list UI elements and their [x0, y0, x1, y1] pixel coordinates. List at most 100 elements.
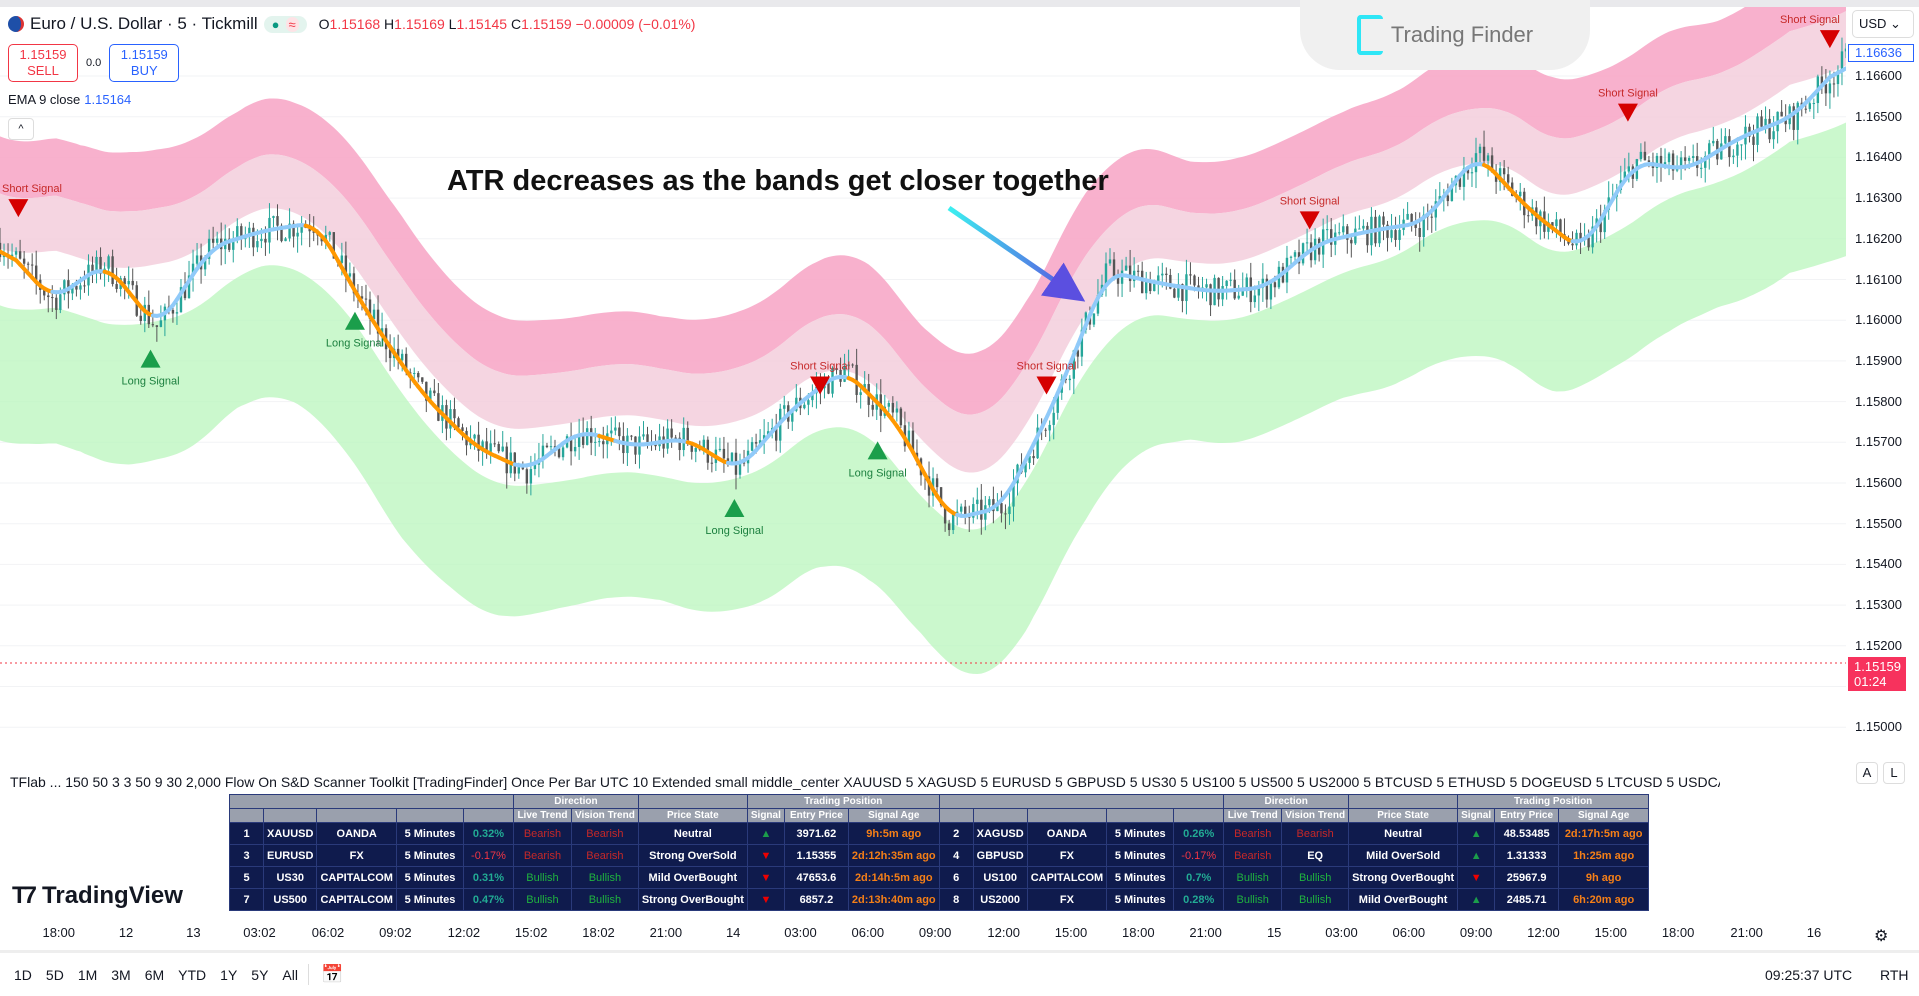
symbol: EURUSD — [262, 844, 318, 867]
price-chart[interactable]: Short Signal Long Signal Long Signal Long S… — [0, 7, 1846, 772]
time-axis[interactable]: 18:00 12 13 03:02 06:02 09:02 12:02 15:02 18:02 2… — [0, 925, 1919, 947]
range-1y[interactable]: 1Y — [220, 967, 238, 983]
trading-position-group: Trading Position — [746, 794, 940, 809]
auto-scale-button[interactable]: A — [1856, 762, 1878, 784]
candle-body — [131, 280, 134, 286]
time-axis-label: 18:00 — [1661, 925, 1695, 940]
range-all[interactable]: All — [282, 967, 298, 983]
market-status[interactable]: ● ≈ — [263, 15, 307, 33]
range-ytd[interactable]: YTD — [178, 967, 207, 983]
candle-body — [473, 434, 476, 439]
candle-body — [1667, 153, 1671, 163]
log-scale-button[interactable]: L — [1883, 762, 1905, 784]
candle-body — [75, 285, 78, 290]
price-axis-label: 1.16200 — [1855, 230, 1902, 246]
candle-body — [1406, 213, 1409, 220]
candle-body — [1149, 279, 1152, 292]
candle-body — [1390, 230, 1393, 238]
candle-body — [1209, 284, 1212, 306]
candle-body — [1157, 275, 1160, 282]
ema-legend[interactable]: EMA 9 close 1.15164 — [8, 92, 131, 107]
table-row[interactable]: 1 XAUUSD OANDA 5 Minutes 0.32% Bearish Bearish… — [229, 822, 1650, 845]
candle-body — [851, 364, 854, 366]
time-axis-label: 15 — [1266, 925, 1282, 940]
candle-body — [594, 441, 597, 443]
go-to-date-calendar-icon[interactable]: 📅 — [308, 964, 343, 985]
long-signal-label: Long Signal — [849, 467, 907, 479]
candle-body — [1591, 226, 1594, 248]
symbol-title[interactable]: Euro / U.S. Dollar · 5 · Tickmill — [30, 14, 258, 33]
table-row[interactable]: 3 EURUSD FX 5 Minutes -0.17% Bearish Bearish St… — [229, 844, 1650, 867]
candle-body — [1205, 284, 1208, 288]
buy-button[interactable]: 1.15159 BUY — [109, 44, 180, 82]
collapse-legend-button[interactable]: ^ — [8, 118, 34, 140]
settings-gear-icon[interactable]: ⚙ — [1874, 928, 1889, 945]
candle-body — [1792, 106, 1795, 130]
candle-body — [541, 445, 545, 459]
sell-label: SELL — [27, 63, 59, 78]
range-1m[interactable]: 1M — [77, 967, 98, 983]
candle-body — [1064, 378, 1067, 381]
candle-body — [1189, 274, 1192, 276]
trading-finder-watermark: Trading Finder — [1300, 0, 1590, 70]
candle-body — [1740, 144, 1743, 146]
row-number: 8 — [938, 888, 974, 911]
candle-body — [722, 448, 726, 459]
blank-header — [938, 794, 1225, 809]
session-button[interactable]: RTH — [1880, 967, 1909, 983]
candle-body — [791, 410, 794, 422]
candle-body — [1004, 513, 1007, 515]
range-5d[interactable]: 5D — [45, 967, 64, 983]
signal-age: 2d:12h:35m ago — [847, 844, 940, 867]
candle-body — [248, 227, 251, 236]
bearish-atr-band — [0, 7, 1846, 415]
candle-body — [1217, 277, 1220, 300]
candle-body — [1410, 213, 1413, 224]
range-6m[interactable]: 6M — [144, 967, 165, 983]
currency-select[interactable]: USD ⌄ — [1852, 10, 1914, 38]
candle-body — [614, 427, 617, 431]
candle-body — [107, 256, 110, 269]
candle-body — [1382, 216, 1385, 225]
time-axis-label: 09:00 — [918, 925, 952, 940]
tradingview-logo[interactable]: T7 TradingView — [12, 882, 183, 910]
candle-body — [1430, 216, 1433, 218]
candle-body — [1683, 157, 1687, 161]
column-header-row: Live Trend Vision Trend Price State Signal E… — [229, 808, 1650, 823]
table-row[interactable]: 7 US500 CAPITALCOM 5 Minutes 0.47% Bullish Bul… — [229, 888, 1650, 911]
indicator-settings-line[interactable]: TFlab ... 150 50 3 3 50 9 30 2,000 Flow … — [10, 774, 1720, 790]
candle-body — [493, 443, 496, 445]
candle-body — [1655, 155, 1659, 168]
candle-body — [139, 315, 142, 321]
time-axis-label: 16 — [1806, 925, 1822, 940]
candle-body — [1112, 259, 1116, 277]
candle-body — [91, 264, 94, 272]
time-axis-label: 15:02 — [514, 925, 548, 940]
timeframe: 5 Minutes — [395, 866, 464, 889]
candle-body — [159, 320, 163, 327]
short-signal-icon — [810, 376, 831, 395]
live-trend: Bearish — [512, 822, 572, 845]
long-signal-icon — [724, 498, 745, 517]
range-5y[interactable]: 5Y — [251, 967, 269, 983]
exchange: FX — [1026, 888, 1108, 911]
change-percent: 0.7% — [1173, 866, 1225, 889]
clock[interactable]: 09:25:37 UTC — [1765, 967, 1853, 983]
live-trend: Bullish — [512, 866, 572, 889]
sell-button[interactable]: 1.15159 SELL — [8, 44, 78, 82]
range-1d[interactable]: 1D — [14, 967, 32, 983]
candle-body — [855, 364, 858, 395]
candle-body — [328, 232, 331, 235]
candle-body — [1346, 226, 1349, 240]
column-header — [262, 808, 318, 823]
candle-body — [388, 349, 392, 359]
blank-header — [1348, 794, 1459, 809]
candle-body — [907, 430, 911, 447]
candle-body — [951, 514, 955, 531]
candle-body — [935, 478, 939, 488]
table-row[interactable]: 5 US30 CAPITALCOM 5 Minutes 0.31% Bullish Bull… — [229, 866, 1650, 889]
short-signal-label: Short Signal — [1017, 361, 1077, 373]
candle-body — [437, 393, 440, 421]
close-label: C — [510, 16, 522, 32]
range-3m[interactable]: 3M — [111, 967, 131, 983]
